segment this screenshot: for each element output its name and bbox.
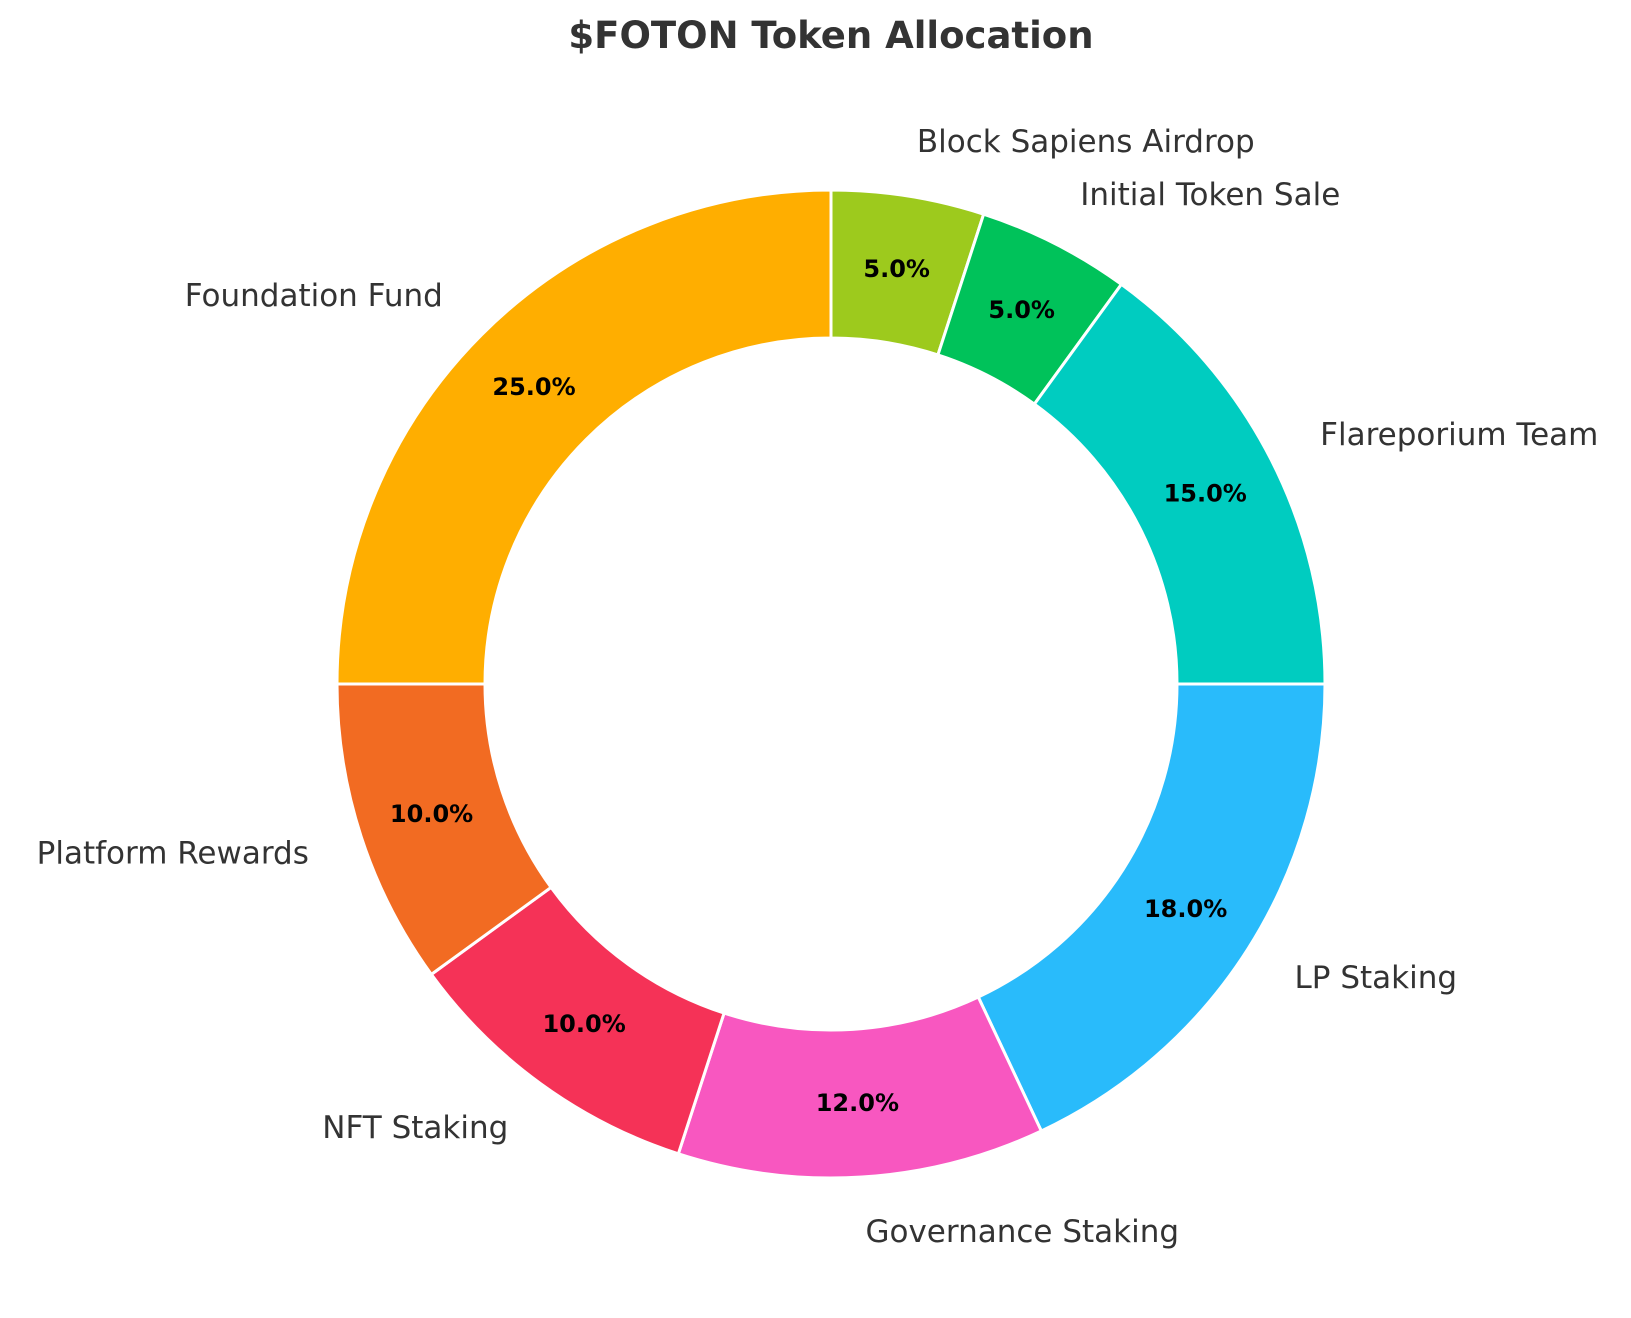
category-label-platform-rewards: Platform Rewards	[37, 836, 309, 872]
category-label-lp-staking: LP Staking	[1295, 960, 1458, 996]
slice-foundation-fund	[335, 188, 833, 686]
category-label-foundation-fund: Foundation Fund	[185, 278, 443, 314]
category-label-block-sapiens-airdrop: Block Sapiens Airdrop	[917, 124, 1255, 160]
percent-labels-layer: 5.0% 5.0% 15.0% 18.0% 12.0% 10.0% 10.0% 25.0%	[390, 255, 1247, 1117]
category-label-flareporium-team: Flareporium Team	[1320, 417, 1598, 453]
category-label-nft-staking: NFT Staking	[322, 1110, 508, 1146]
category-label-governance-staking: Governance Staking	[865, 1214, 1179, 1250]
pct-label-lp-staking: 18.0%	[1144, 895, 1227, 923]
pct-label-block-sapiens-airdrop: 5.0%	[863, 255, 930, 283]
pct-label-flareporium-team: 15.0%	[1164, 479, 1247, 507]
category-labels-layer: Block Sapiens Airdrop Initial Token Sale F…	[37, 124, 1599, 1250]
pct-label-foundation-fund: 25.0%	[492, 373, 575, 401]
pct-label-platform-rewards: 10.0%	[390, 800, 473, 828]
slice-lp-staking	[976, 682, 1327, 1133]
pct-label-governance-staking: 12.0%	[816, 1089, 899, 1117]
slices-layer	[335, 188, 1327, 1180]
category-label-initial-token-sale: Initial Token Sale	[1080, 177, 1340, 213]
chart-title: $FOTON Token Allocation	[568, 14, 1094, 57]
slice-governance-staking	[676, 995, 1044, 1180]
pct-label-nft-staking: 10.0%	[542, 1010, 625, 1038]
pct-label-initial-token-sale: 5.0%	[988, 296, 1055, 324]
